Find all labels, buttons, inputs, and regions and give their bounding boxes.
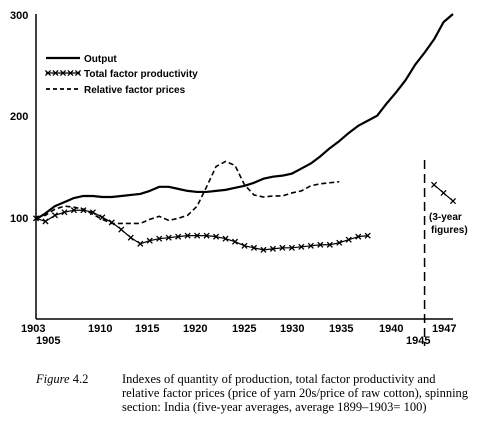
- x-tick-label: 1915: [135, 323, 159, 335]
- data-point-cross: [99, 214, 106, 221]
- caption-label: Figure 4.2: [36, 372, 116, 386]
- data-point-cross: [80, 207, 87, 214]
- data-point-cross: [108, 219, 115, 226]
- legend-label-prices: Relative factor prices: [84, 85, 186, 96]
- data-point-cross: [260, 246, 267, 253]
- data-point-cross: [241, 242, 248, 249]
- series-total-factor-productivity: [32, 207, 371, 253]
- data-point-cross: [317, 241, 324, 248]
- data-point-cross: [213, 233, 220, 240]
- caption-label-number: 4.2: [69, 372, 89, 386]
- data-point-cross: [440, 189, 447, 196]
- data-point-cross: [288, 244, 295, 251]
- y-tick-label: 300: [10, 10, 28, 22]
- annotation-figures: figures): [431, 225, 468, 236]
- legend-label-output: Output: [84, 54, 117, 65]
- series-line: [35, 209, 368, 251]
- series-3-year-figures: [430, 181, 457, 205]
- data-point-cross: [61, 209, 68, 216]
- caption-label-prefix: Figure: [36, 372, 70, 386]
- x-tick-label: 1910: [88, 323, 112, 335]
- annotation-3-year: (3-year: [429, 212, 462, 223]
- data-point-cross: [89, 209, 96, 216]
- legend-label-tfp: Total factor productivity: [84, 69, 198, 80]
- caption-text: Indexes of quantity of production, total…: [122, 372, 469, 414]
- legend-cross: [67, 69, 74, 77]
- series-output: [35, 13, 454, 221]
- y-tick-label: 200: [10, 111, 28, 123]
- data-point-cross: [269, 245, 276, 252]
- data-point-cross: [156, 235, 163, 242]
- data-point-cross: [127, 234, 134, 241]
- data-point-cross: [165, 234, 172, 241]
- x-tick-label: 1925: [232, 323, 256, 335]
- series-line: [35, 13, 454, 221]
- data-point-cross: [430, 181, 438, 188]
- data-point-cross: [194, 232, 201, 239]
- legend-cross: [52, 69, 59, 77]
- data-point-cross: [175, 233, 182, 240]
- x-tick-label: 1930: [280, 323, 304, 335]
- x-tick-label: 1940: [379, 323, 403, 335]
- data-point-cross: [307, 242, 314, 249]
- data-point-cross: [336, 239, 343, 246]
- data-point-cross: [203, 232, 210, 239]
- x-tick-label: 1920: [183, 323, 207, 335]
- data-point-cross: [449, 198, 457, 205]
- series-line: [35, 160, 340, 225]
- x-tick-label: 1947: [432, 323, 456, 335]
- x-tick-label: 1905: [36, 335, 60, 347]
- chart: 100 200 300 1903 1910 1915 1920 1925 193…: [10, 10, 468, 347]
- data-point-cross: [326, 241, 333, 248]
- data-point-cross: [184, 232, 191, 239]
- legend-cross: [74, 69, 82, 77]
- y-tick-label: 100: [10, 213, 28, 225]
- data-point-cross: [355, 233, 362, 240]
- data-point-cross: [345, 236, 352, 243]
- data-point-cross: [137, 240, 144, 247]
- data-point-cross: [298, 243, 305, 250]
- data-point-cross: [51, 212, 59, 219]
- data-point-cross: [32, 215, 40, 222]
- data-point-cross: [118, 226, 125, 233]
- x-tick-label: 1945: [406, 335, 430, 347]
- series-relative-factor-prices: [35, 160, 340, 225]
- legend: Output Total factor productivity Relativ…: [44, 54, 198, 96]
- data-point-cross: [231, 238, 239, 245]
- data-point-cross: [70, 207, 77, 214]
- data-point-cross: [42, 218, 49, 225]
- data-point-cross: [364, 232, 371, 239]
- legend-cross: [44, 69, 52, 77]
- x-tick-label: 1935: [329, 323, 353, 335]
- legend-swatch-tfp: [44, 69, 82, 77]
- legend-cross: [59, 69, 67, 77]
- data-point-cross: [279, 244, 286, 251]
- data-point-cross: [250, 244, 258, 251]
- data-point-cross: [146, 237, 153, 244]
- x-tick-label: 1903: [21, 323, 45, 335]
- data-point-cross: [222, 235, 229, 242]
